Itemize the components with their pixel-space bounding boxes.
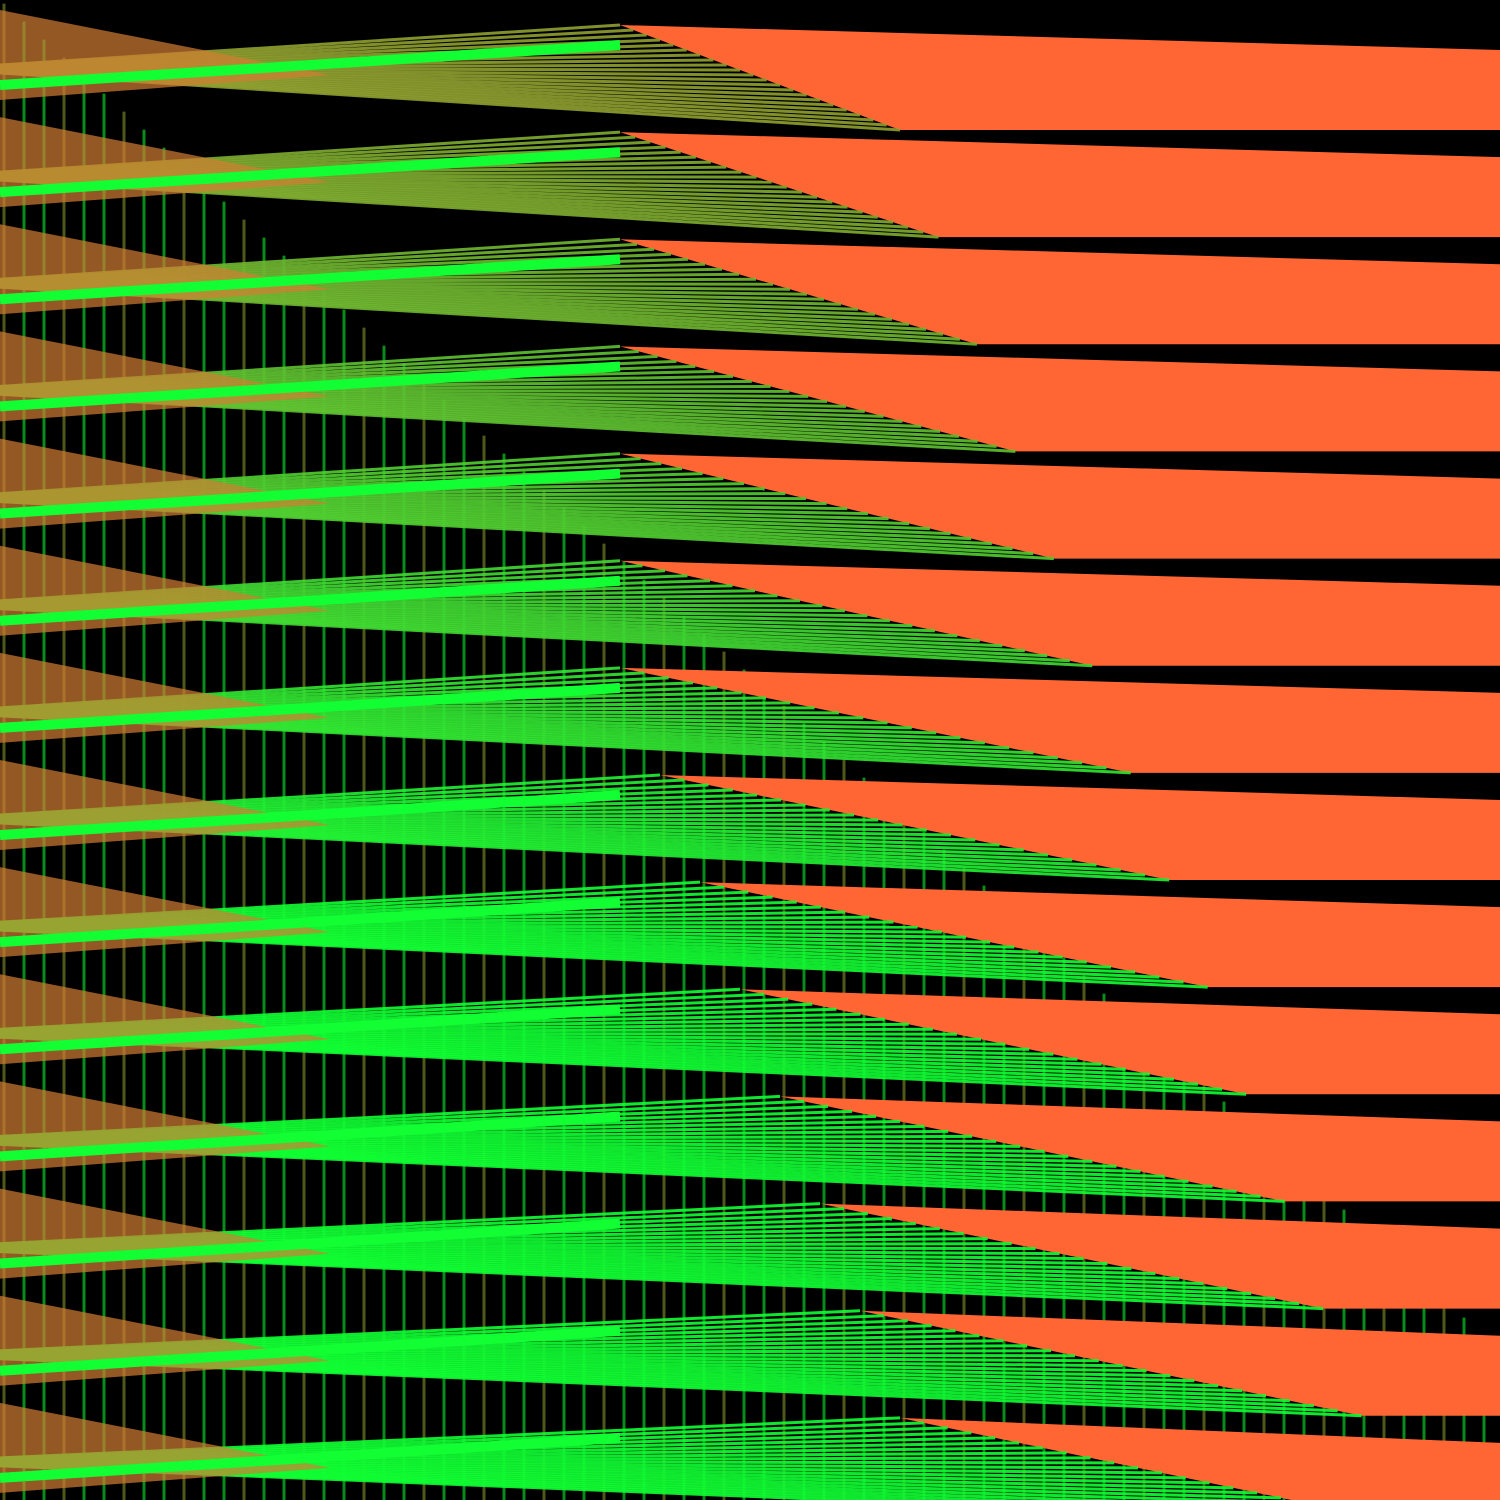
band-rule [0,40,621,90]
orange-wedge [860,1310,1500,1416]
band-rule [0,897,621,948]
orange-wedge [620,560,1500,666]
band-rule [0,361,621,412]
band-rule [0,1004,621,1055]
fan-bands [0,10,1500,1500]
orange-wedge [620,667,1500,773]
fan-line [0,1464,876,1500]
orange-wedge [740,989,1500,1095]
band-rule [0,254,621,305]
band-rule [0,1325,621,1376]
orange-wedge [620,346,1500,452]
band-rule [0,575,621,626]
orange-wedge [620,132,1500,238]
orange-wedge [900,1417,1500,1500]
band-rule [0,147,621,198]
band-rule [0,1218,621,1269]
orange-wedge [780,1096,1500,1202]
band-rule [0,468,621,519]
orange-wedge [620,453,1500,559]
orange-wedge [620,25,1500,130]
orange-wedge [620,239,1500,345]
orange-wedge [820,1203,1500,1309]
band-rule [0,1111,621,1162]
orange-wedge [660,775,1500,880]
band-rule [0,1432,621,1483]
orange-wedge [700,882,1500,988]
band-rule [0,682,621,733]
band-rule [0,790,621,840]
